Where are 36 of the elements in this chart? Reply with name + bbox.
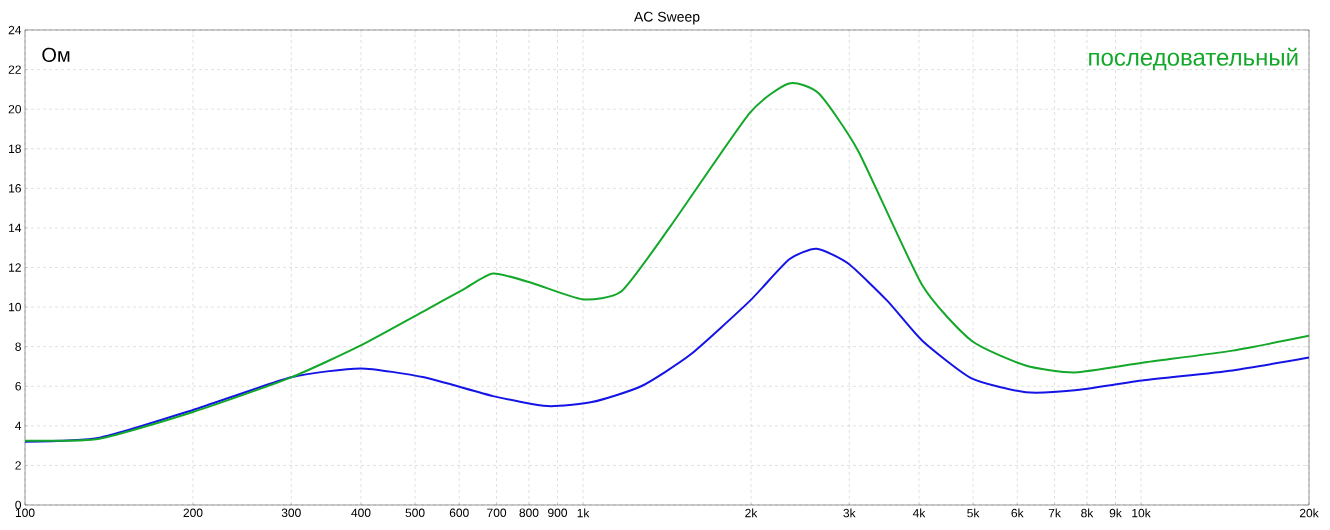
x-tick-label: 10k: [1132, 508, 1151, 518]
y-tick-label: 20: [8, 104, 22, 114]
y-tick-label: 6: [15, 382, 21, 391]
y-tick-label: 0: [15, 500, 22, 510]
x-tick-label: 700: [487, 508, 507, 518]
y-tick-label: 16: [9, 184, 21, 193]
x-tick-label: 9k: [1109, 508, 1122, 518]
x-tick-label: 7k: [1048, 508, 1061, 518]
x-tick-label: 3k: [843, 508, 856, 518]
x-tick-label: 200: [183, 508, 203, 518]
x-tick-label: 600: [449, 508, 469, 518]
x-tick-label: 500: [405, 508, 425, 518]
x-tick-label: 5k: [967, 508, 980, 518]
y-tick-label: 10: [9, 302, 22, 312]
x-tick-label: 6k: [1011, 508, 1024, 518]
x-tick-label: 1k: [577, 508, 590, 518]
y-axis-title: Ом: [42, 47, 70, 62]
text: последовательный: [1089, 47, 1298, 71]
x-tick-label: 100: [15, 508, 35, 518]
y-tick-label: 4: [15, 421, 22, 430]
x-tick-label: 8k: [1081, 508, 1094, 518]
x-tick-label: 2k: [745, 508, 758, 518]
y-tick-label: 12: [9, 263, 21, 272]
y-tick-label: 8: [15, 342, 21, 351]
y-tick-label: 18: [9, 144, 21, 153]
x-tick-label: 4k: [912, 508, 926, 518]
chart-title: AC Sweep: [633, 11, 700, 25]
x-tick-label: 800: [519, 508, 539, 518]
y-tick-label: 22: [8, 65, 21, 74]
x-tick-label: 900: [548, 508, 568, 518]
y-tick-label: 2: [15, 461, 21, 470]
y-tick-label: 24: [8, 25, 22, 35]
x-tick-label: 300: [281, 508, 301, 518]
x-tick-label: 400: [351, 508, 371, 518]
y-tick-label: 14: [9, 223, 22, 233]
x-tick-label: 20k: [1299, 508, 1319, 518]
